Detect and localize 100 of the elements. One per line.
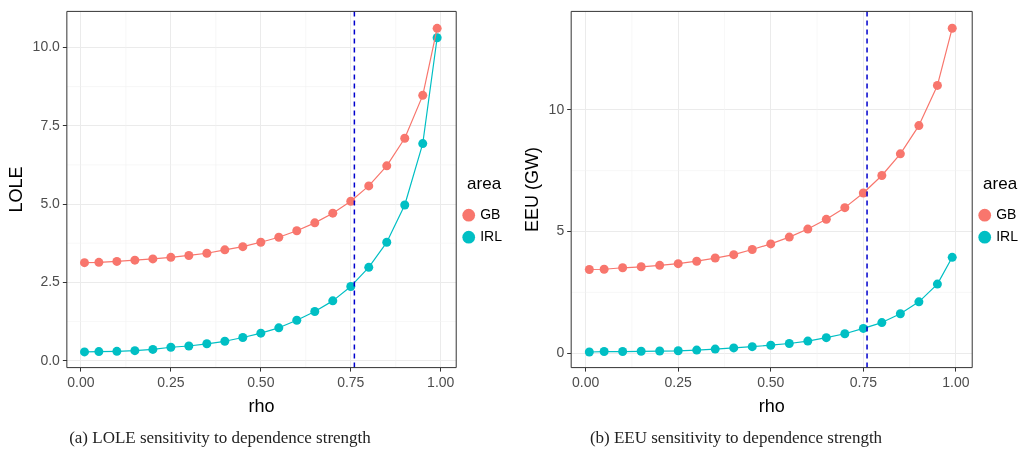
point <box>636 262 646 272</box>
y-tick-label: 5.0 <box>40 194 61 211</box>
legend-label: IRL <box>480 228 503 245</box>
point <box>747 342 757 352</box>
point <box>364 181 374 191</box>
point <box>840 329 850 339</box>
point <box>418 90 428 100</box>
point <box>432 23 442 33</box>
point <box>766 340 776 350</box>
x-tick-label: 0.00 <box>571 373 600 390</box>
point <box>895 149 905 159</box>
legend-label: GB <box>480 206 501 223</box>
point <box>747 245 757 255</box>
point <box>766 239 776 249</box>
point <box>238 333 248 343</box>
point <box>79 347 89 357</box>
point <box>673 259 683 269</box>
point <box>94 257 104 267</box>
point <box>220 336 230 346</box>
point <box>274 323 284 333</box>
point <box>710 253 720 263</box>
point <box>821 214 831 224</box>
point <box>328 296 338 306</box>
point <box>729 343 739 353</box>
x-tick-label: 1.00 <box>427 373 455 390</box>
point <box>618 347 628 357</box>
x-tick-label: 0.00 <box>67 373 95 390</box>
x-tick-label: 1.00 <box>942 373 970 390</box>
x-axis-title: rho <box>248 396 275 417</box>
text: (b) EEU sensitivity to dependence strength <box>588 428 884 448</box>
x-tick-label: 0.75 <box>337 373 365 390</box>
point <box>148 254 158 264</box>
point <box>346 281 356 291</box>
point <box>184 250 194 260</box>
point <box>692 256 702 266</box>
point <box>184 341 194 351</box>
x-axis-title: rho <box>758 396 785 417</box>
x-tick-label: 0.25 <box>664 373 693 390</box>
point <box>584 264 594 274</box>
x-tick-label: 0.50 <box>757 373 785 390</box>
point <box>238 242 248 252</box>
point <box>803 336 813 346</box>
point <box>418 139 428 149</box>
point <box>202 339 212 349</box>
point <box>202 248 212 258</box>
point <box>947 23 957 33</box>
point <box>710 344 720 354</box>
y-tick-label: 0.0 <box>40 351 61 368</box>
point <box>932 279 942 289</box>
point <box>310 307 320 317</box>
point <box>599 347 609 357</box>
point <box>256 237 266 247</box>
y-axis-title: EEU (GW) <box>521 147 542 232</box>
point <box>292 226 302 236</box>
text: (a) LOLE sensitivity to dependence strength <box>68 428 372 448</box>
point <box>784 232 794 242</box>
y-tick-label: 2.5 <box>40 273 61 290</box>
point <box>877 318 887 328</box>
y-tick-label: 0 <box>556 344 565 361</box>
legend-title: area <box>467 173 502 193</box>
point <box>256 328 266 338</box>
point <box>382 237 392 247</box>
point <box>166 342 176 352</box>
point <box>914 121 924 131</box>
legend-title: area <box>983 173 1018 193</box>
point <box>148 344 158 354</box>
point <box>94 347 104 357</box>
y-tick-label: 10.0 <box>32 38 61 55</box>
point <box>947 252 957 262</box>
point <box>584 347 594 357</box>
point <box>166 252 176 262</box>
y-tick-label: 10 <box>548 100 565 117</box>
point <box>79 258 89 268</box>
point <box>784 339 794 348</box>
x-tick-label: 0.25 <box>157 373 185 390</box>
point <box>112 256 122 266</box>
point <box>292 315 302 325</box>
point <box>692 345 702 355</box>
point <box>655 346 665 356</box>
point <box>618 263 628 273</box>
y-tick-label: 5 <box>556 222 565 239</box>
point <box>382 161 392 171</box>
y-tick-label: 7.5 <box>40 116 61 133</box>
legend-label: IRL <box>996 228 1019 245</box>
point <box>673 346 683 356</box>
point <box>310 218 320 228</box>
point <box>112 346 122 356</box>
point <box>130 346 140 356</box>
point <box>130 255 140 265</box>
point <box>932 80 942 90</box>
point <box>599 264 609 274</box>
point <box>274 232 284 242</box>
point <box>636 346 646 356</box>
point <box>220 245 230 255</box>
point <box>346 196 356 206</box>
point <box>821 333 831 343</box>
x-tick-label: 0.75 <box>849 373 878 390</box>
legend-label: GB <box>996 206 1017 223</box>
point <box>400 200 410 210</box>
point <box>655 260 665 270</box>
